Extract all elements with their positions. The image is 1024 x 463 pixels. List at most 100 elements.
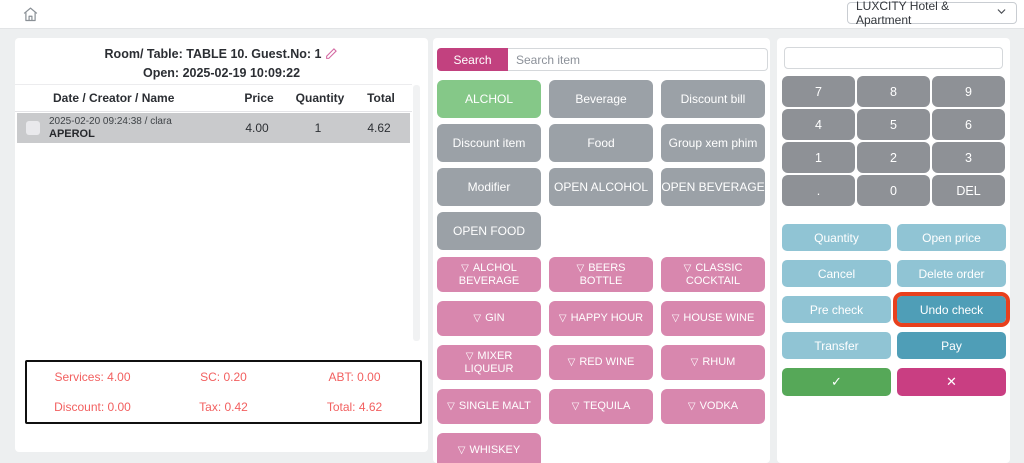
total-sc: SC: 0.20 xyxy=(158,370,289,384)
col-total: Total xyxy=(350,91,412,105)
subcategory-happy-hour[interactable]: ▽ HAPPY HOUR xyxy=(549,301,653,336)
key-2[interactable]: 2 xyxy=(857,142,930,173)
category-beverage[interactable]: Beverage xyxy=(549,80,653,118)
top-bar: LUXCITY Hotel & Apartment xyxy=(0,0,1024,29)
subcategory-label: HAPPY HOUR xyxy=(571,312,644,324)
triangle-down-icon: ▽ xyxy=(466,351,474,362)
subcategory-label: TEQUILA xyxy=(583,400,630,412)
total-tax: Tax: 0.42 xyxy=(158,400,289,414)
subcategory-label: BEERS BOTTLE xyxy=(580,262,626,287)
subcategory-label: GIN xyxy=(485,312,505,324)
total-discount: Discount: 0.00 xyxy=(27,400,158,414)
key-3[interactable]: 3 xyxy=(932,142,1005,173)
home-icon[interactable] xyxy=(22,6,39,23)
close-button[interactable]: ✕ xyxy=(897,368,1006,396)
search-input[interactable] xyxy=(508,48,768,71)
check-icon: ✓ xyxy=(831,374,842,389)
key-0[interactable]: 0 xyxy=(857,175,930,206)
row-name-cell: 2025-02-20 09:24:38 / clara APEROL xyxy=(49,116,226,141)
triangle-down-icon: ▽ xyxy=(572,401,580,412)
subcategory-whiskey[interactable]: ▽WHISKEY xyxy=(437,433,541,463)
key-del[interactable]: DEL xyxy=(932,175,1005,206)
category-modifier[interactable]: Modifier xyxy=(437,168,541,206)
key-dot[interactable]: . xyxy=(782,175,855,206)
subcategory-label: VODKA xyxy=(700,400,739,412)
keypad-panel: 7 8 9 4 5 6 1 2 3 . 0 DEL Quantity Open … xyxy=(777,38,1010,463)
triangle-down-icon: ▽ xyxy=(577,263,585,274)
search-button[interactable]: Search xyxy=(437,48,508,71)
undo-check-button[interactable]: Undo check xyxy=(897,296,1006,323)
row-price: 4.00 xyxy=(226,121,288,135)
triangle-down-icon: ▽ xyxy=(568,357,576,368)
subcategory-label: WHISKEY xyxy=(469,444,520,456)
cancel-button[interactable]: Cancel xyxy=(782,260,891,287)
room-table-line: Room/ Table: TABLE 10. Guest.No: 1 xyxy=(15,46,428,65)
triangle-down-icon: ▽ xyxy=(461,263,469,274)
subcategory-mixer-liqueur[interactable]: ▽MIXER LIQUEUR xyxy=(437,345,541,380)
subcategory-beers-bottle[interactable]: ▽BEERS BOTTLE xyxy=(549,257,653,292)
order-panel: Room/ Table: TABLE 10. Guest.No: 1 Open:… xyxy=(15,38,428,452)
totals-box: Services: 4.00 SC: 0.20 ABT: 0.00 Discou… xyxy=(25,360,422,424)
key-1[interactable]: 1 xyxy=(782,142,855,173)
triangle-down-icon: ▽ xyxy=(684,263,692,274)
numpad: 7 8 9 4 5 6 1 2 3 . 0 DEL xyxy=(782,76,1006,206)
row-checkbox-cell xyxy=(17,121,49,135)
pre-check-button[interactable]: Pre check xyxy=(782,296,891,323)
total-grand: Total: 4.62 xyxy=(289,400,420,414)
subcategory-house-wine[interactable]: ▽HOUSE WINE xyxy=(661,301,765,336)
category-group-xem-phim[interactable]: Group xem phim xyxy=(661,124,765,162)
close-icon: ✕ xyxy=(946,374,957,389)
subcategory-gin[interactable]: ▽ GIN xyxy=(437,301,541,336)
row-total: 4.62 xyxy=(348,121,410,135)
order-row[interactable]: 2025-02-20 09:24:38 / clara APEROL 4.00 … xyxy=(17,113,410,143)
subcategory-classic-cocktail[interactable]: ▽CLASSIC COCKTAIL xyxy=(661,257,765,292)
key-9[interactable]: 9 xyxy=(932,76,1005,107)
triangle-down-icon: ▽ xyxy=(473,313,481,324)
order-table-header: Date / Creator / Name Price Quantity Tot… xyxy=(15,84,412,112)
subcategory-grid: ▽ALCHOL BEVERAGE ▽BEERS BOTTLE ▽CLASSIC … xyxy=(437,257,765,463)
key-4[interactable]: 4 xyxy=(782,109,855,140)
pay-button[interactable]: Pay xyxy=(897,332,1006,359)
col-price: Price xyxy=(228,91,290,105)
order-list-scrollbar[interactable] xyxy=(413,85,420,341)
subcategory-red-wine[interactable]: ▽RED WINE xyxy=(549,345,653,380)
category-open-alcohol[interactable]: OPEN ALCOHOL xyxy=(549,168,653,206)
row-quantity: 1 xyxy=(288,121,348,135)
confirm-button[interactable]: ✓ xyxy=(782,368,891,396)
room-table-text: Room/ Table: TABLE 10. Guest.No: 1 xyxy=(105,47,322,61)
triangle-down-icon: ▽ xyxy=(672,313,680,324)
quantity-button[interactable]: Quantity xyxy=(782,224,891,251)
category-discount-bill[interactable]: Discount bill xyxy=(661,80,765,118)
keypad-input[interactable] xyxy=(784,47,1003,69)
triangle-down-icon: ▽ xyxy=(688,401,696,412)
subcategory-tequila[interactable]: ▽TEQUILA xyxy=(549,389,653,424)
category-open-beverage[interactable]: OPEN BEVERAGE xyxy=(661,168,765,206)
key-6[interactable]: 6 xyxy=(932,109,1005,140)
total-services: Services: 4.00 xyxy=(27,370,158,384)
subcategory-label: RED WINE xyxy=(579,356,634,368)
row-item-name: APEROL xyxy=(49,128,226,141)
key-7[interactable]: 7 xyxy=(782,76,855,107)
subcategory-label: HOUSE WINE xyxy=(683,312,754,324)
subcategory-rhum[interactable]: ▽RHUM xyxy=(661,345,765,380)
triangle-down-icon: ▽ xyxy=(559,313,567,324)
subcategory-alchol-beverage[interactable]: ▽ALCHOL BEVERAGE xyxy=(437,257,541,292)
property-selector[interactable]: LUXCITY Hotel & Apartment xyxy=(847,2,1017,24)
triangle-down-icon: ▽ xyxy=(691,357,699,368)
key-5[interactable]: 5 xyxy=(857,109,930,140)
action-buttons: Quantity Open price Cancel Delete order … xyxy=(782,224,1006,396)
subcategory-single-malt[interactable]: ▽SINGLE MALT xyxy=(437,389,541,424)
edit-guest-icon[interactable] xyxy=(325,47,338,65)
category-alchol[interactable]: ALCHOL xyxy=(437,80,541,118)
row-checkbox[interactable] xyxy=(26,121,40,135)
category-discount-item[interactable]: Discount item xyxy=(437,124,541,162)
property-selector-value: LUXCITY Hotel & Apartment xyxy=(856,0,995,27)
delete-order-button[interactable]: Delete order xyxy=(897,260,1006,287)
category-food[interactable]: Food xyxy=(549,124,653,162)
category-open-food[interactable]: OPEN FOOD xyxy=(437,212,541,250)
order-panel-header: Room/ Table: TABLE 10. Guest.No: 1 Open:… xyxy=(15,38,428,82)
transfer-button[interactable]: Transfer xyxy=(782,332,891,359)
key-8[interactable]: 8 xyxy=(857,76,930,107)
subcategory-vodka[interactable]: ▽ VODKA xyxy=(661,389,765,424)
open-price-button[interactable]: Open price xyxy=(897,224,1006,251)
